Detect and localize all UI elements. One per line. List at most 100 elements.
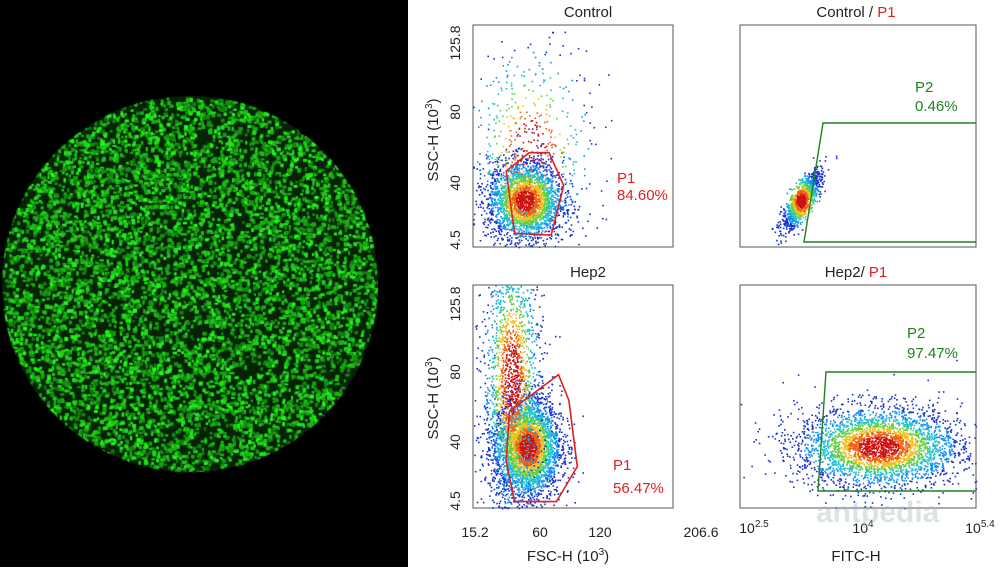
data-point xyxy=(540,487,543,489)
data-point xyxy=(480,200,483,203)
flow-cytometry-svg: Control Control / P1 Hep2 Hep2/ P1 P1 84… xyxy=(424,4,995,565)
data-point xyxy=(500,233,502,236)
data-point xyxy=(541,214,543,216)
data-point xyxy=(519,419,522,422)
data-point xyxy=(502,164,504,166)
data-point xyxy=(801,229,804,231)
data-point xyxy=(506,232,509,234)
data-point xyxy=(556,233,559,235)
data-point xyxy=(526,224,528,227)
data-point xyxy=(540,227,543,230)
data-point xyxy=(792,223,795,225)
data-point xyxy=(545,225,548,227)
data-point xyxy=(802,181,804,184)
data-point xyxy=(550,208,552,210)
data-point xyxy=(817,186,819,188)
data-point xyxy=(546,203,548,206)
data-point xyxy=(508,61,511,63)
data-point xyxy=(482,231,485,233)
data-point xyxy=(576,216,579,219)
data-point xyxy=(535,187,537,189)
data-point xyxy=(518,174,521,177)
data-point xyxy=(552,479,555,482)
data-point xyxy=(545,213,547,215)
data-point xyxy=(526,195,528,197)
data-point xyxy=(479,240,482,242)
data-point xyxy=(501,199,503,201)
data-point xyxy=(529,181,532,183)
data-point xyxy=(490,181,492,184)
data-point xyxy=(815,184,818,187)
data-point xyxy=(498,225,501,227)
data-point xyxy=(516,150,519,153)
data-point xyxy=(530,189,533,192)
data-point xyxy=(813,188,815,190)
data-point xyxy=(488,172,490,174)
data-point xyxy=(535,197,537,200)
data-point xyxy=(492,214,494,216)
data-point xyxy=(506,461,509,464)
data-point xyxy=(556,190,559,193)
data-point xyxy=(498,202,501,205)
data-point xyxy=(549,401,551,403)
data-point xyxy=(505,224,508,226)
data-point xyxy=(482,202,484,205)
data-point xyxy=(491,219,494,221)
data-point xyxy=(485,234,488,237)
data-point xyxy=(533,167,536,170)
data-point xyxy=(521,206,523,208)
data-point xyxy=(523,181,525,183)
data-point xyxy=(801,214,804,216)
data-point xyxy=(501,56,504,59)
data-point xyxy=(544,194,547,196)
data-point xyxy=(527,229,530,232)
data-point xyxy=(542,424,544,427)
data-point xyxy=(537,457,540,460)
data-point xyxy=(540,208,543,211)
data-point xyxy=(793,212,796,214)
data-point xyxy=(800,200,802,202)
data-point xyxy=(523,206,526,208)
data-point xyxy=(545,198,547,201)
data-point xyxy=(566,211,569,213)
data-point xyxy=(522,184,525,186)
data-point xyxy=(503,211,506,214)
data-point xyxy=(538,236,540,239)
data-point xyxy=(800,207,803,210)
data-point xyxy=(816,200,819,203)
data-point xyxy=(515,165,517,168)
data-point xyxy=(810,207,812,209)
data-point xyxy=(531,197,534,199)
data-point xyxy=(530,190,532,193)
data-point xyxy=(505,157,507,159)
plot-control-p1-points xyxy=(771,155,838,246)
data-point xyxy=(581,116,583,118)
data-point xyxy=(531,223,533,226)
data-point xyxy=(487,107,490,110)
data-point xyxy=(489,184,492,187)
data-point xyxy=(534,224,537,226)
data-point xyxy=(564,192,567,194)
data-point xyxy=(530,222,533,225)
data-point xyxy=(546,198,549,201)
data-point xyxy=(780,234,783,237)
data-point xyxy=(551,218,553,221)
data-point xyxy=(501,159,503,162)
data-point xyxy=(786,203,788,205)
data-point xyxy=(547,386,550,389)
data-point xyxy=(506,480,508,483)
data-point xyxy=(530,175,532,177)
data-point xyxy=(555,435,558,437)
data-point xyxy=(559,133,561,136)
data-point xyxy=(497,199,499,201)
data-point xyxy=(812,195,814,197)
data-point xyxy=(805,177,807,180)
data-point xyxy=(510,85,513,87)
data-point xyxy=(513,205,516,207)
data-point xyxy=(552,202,555,205)
data-point xyxy=(816,168,818,171)
data-point xyxy=(550,202,553,204)
data-point xyxy=(805,197,808,200)
data-point xyxy=(553,206,556,208)
data-point xyxy=(486,441,489,443)
